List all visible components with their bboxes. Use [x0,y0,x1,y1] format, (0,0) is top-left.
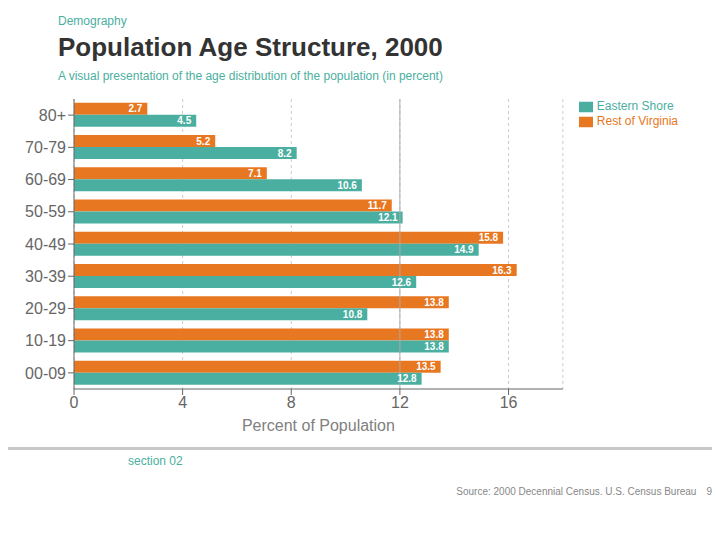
svg-text:14.9: 14.9 [454,244,474,255]
svg-text:80+: 80+ [39,107,66,124]
svg-text:10.8: 10.8 [343,309,363,320]
html-text:Eastern Shore: Eastern Shore [596,99,674,113]
html-text:9: 9 [706,486,712,497]
svg-text:8: 8 [287,394,296,411]
svg-text:70-79: 70-79 [25,139,66,156]
svg-text:10-19: 10-19 [25,332,66,349]
svg-text:15.8: 15.8 [479,232,499,243]
svg-text:0: 0 [70,394,79,411]
svg-text:13.8: 13.8 [424,297,444,308]
svg-text:16.3: 16.3 [492,265,512,276]
svg-text:12.8: 12.8 [397,373,417,384]
svg-text:12.6: 12.6 [392,277,412,288]
svg-text:11.7: 11.7 [368,200,387,211]
svg-text:Percent of Population: Percent of Population [242,417,395,434]
html-text:Population Age Structure, 2000: Population Age Structure, 2000 [58,32,443,62]
svg-text:13.8: 13.8 [424,329,444,340]
svg-text:7.1: 7.1 [248,168,262,179]
html-text:Demography: Demography [58,14,127,28]
svg-text:20-29: 20-29 [25,300,66,317]
svg-text:00-09: 00-09 [25,365,66,382]
svg-text:12: 12 [391,394,409,411]
svg-text:12.1: 12.1 [378,212,398,223]
svg-text:10.6: 10.6 [337,180,357,191]
svg-text:13.5: 13.5 [416,361,436,372]
html-text:A visual presentation of the a: A visual presentation of the age distrib… [58,69,443,83]
svg-text:4.5: 4.5 [177,115,191,126]
html-text:Source: 2000 Decennial Census.: Source: 2000 Decennial Census. U.S. Cens… [456,486,697,497]
svg-text:30-39: 30-39 [25,268,66,285]
svg-text:13.8: 13.8 [424,341,444,352]
html-text:section 02: section 02 [128,454,183,468]
html-text:Rest of Virginia: Rest of Virginia [596,113,678,128]
svg-text:40-49: 40-49 [25,236,66,253]
svg-text:5.2: 5.2 [196,136,210,147]
svg-text:16: 16 [500,394,518,411]
svg-text:4: 4 [178,394,187,411]
svg-text:8.2: 8.2 [278,148,292,159]
svg-text:60-69: 60-69 [25,171,66,188]
svg-text:50-59: 50-59 [25,203,66,220]
svg-text:2.7: 2.7 [128,103,142,114]
